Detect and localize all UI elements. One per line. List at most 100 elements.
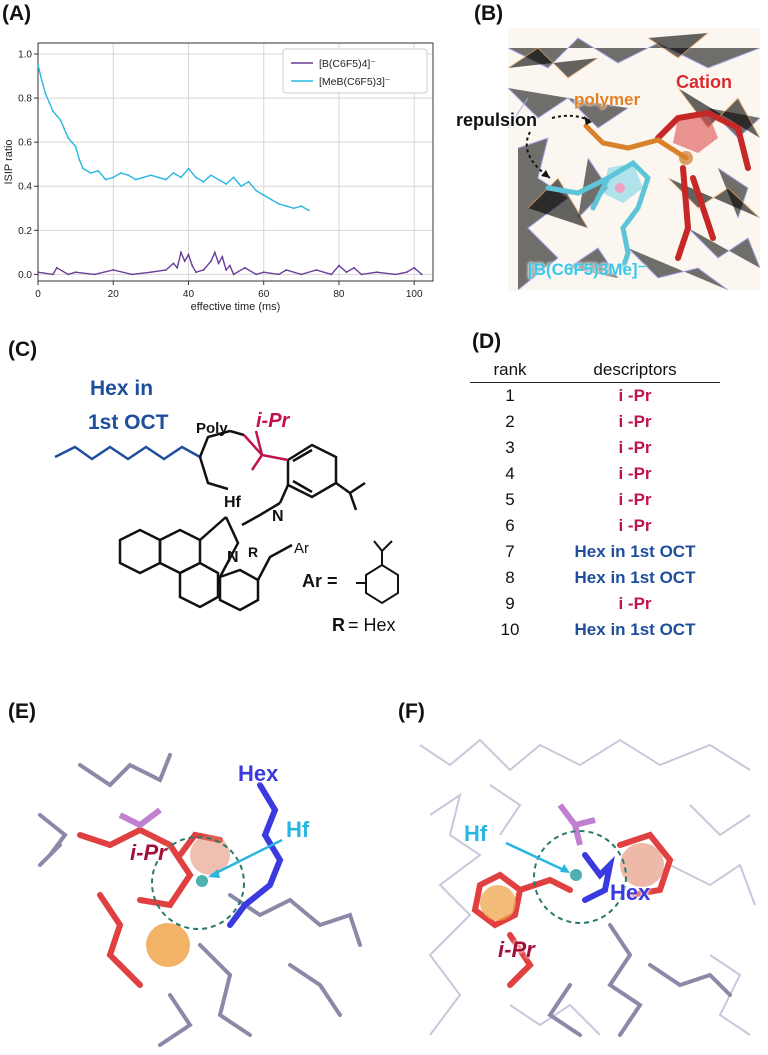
data-point xyxy=(307,209,310,212)
y-axis-label: ISIP ratio xyxy=(3,139,15,184)
x-tick-label: 60 xyxy=(258,289,270,300)
data-point xyxy=(225,269,227,271)
hex-chain xyxy=(54,445,201,461)
rank-cell: 9 xyxy=(505,594,515,613)
anion-label: [B(C6F5)3Me]⁻ xyxy=(528,260,647,279)
cation-molecule xyxy=(655,109,751,261)
ipr-label: i-Pr xyxy=(256,410,291,432)
snapshot-f-drawing xyxy=(419,738,756,1037)
data-point xyxy=(195,271,197,274)
data-point xyxy=(187,253,190,256)
data-point xyxy=(225,183,227,185)
legend-label-1: [B(C6F5)4]⁻ xyxy=(319,58,376,70)
descriptor-cell: i -Pr xyxy=(618,464,652,483)
data-point xyxy=(183,260,186,263)
descriptor-cell: Hex in 1st OCT xyxy=(574,568,696,587)
descriptor-ranking-table: rank descriptors 1 i -Pr 2 i -Pr 3 i -Pr 4 i -P… xyxy=(470,360,720,643)
table-row: 2 i -Pr xyxy=(470,409,720,435)
data-point xyxy=(255,189,258,192)
data-point xyxy=(405,271,408,274)
data-point xyxy=(40,79,43,82)
x-tick-label: 20 xyxy=(108,289,120,300)
panel-label-c: (C) xyxy=(8,338,38,361)
data-point xyxy=(112,176,115,179)
repulsion-arrows xyxy=(525,114,593,179)
table-header: rank descriptors xyxy=(470,360,720,383)
data-point xyxy=(217,262,220,265)
backbone xyxy=(118,429,366,612)
catalyst-structure: Hex in 1st OCT i-Pr Poly Hf N N R Ar Ar … xyxy=(54,377,399,635)
data-point xyxy=(180,251,182,254)
cation-label: Cation xyxy=(676,72,732,92)
data-point xyxy=(70,141,73,144)
data-point xyxy=(142,176,145,179)
plot-frame xyxy=(37,42,434,282)
data-point xyxy=(187,167,190,170)
descriptor-cell: Hex in 1st OCT xyxy=(574,542,696,561)
data-point xyxy=(165,269,167,271)
data-point xyxy=(104,178,107,181)
polymer-label: polymer xyxy=(574,90,641,109)
table-row: 4 i -Pr xyxy=(470,461,720,487)
repulsion-label: repulsion xyxy=(456,110,538,130)
hf-label: Hf xyxy=(224,494,242,511)
data-point xyxy=(394,273,397,276)
y-tick-label: 0.4 xyxy=(18,182,32,193)
anion-molecule xyxy=(545,159,651,271)
data-point xyxy=(292,207,295,210)
poly-label: Poly xyxy=(196,420,228,437)
snapshot-f-image: Hf Hex i-Pr xyxy=(410,725,760,1050)
data-point xyxy=(285,205,288,207)
data-point xyxy=(176,266,179,269)
data-point xyxy=(255,273,258,276)
ipr-label-e: i-Pr xyxy=(130,840,167,865)
data-point xyxy=(330,273,333,276)
legend-label-2: [MeB(C6F5)3]⁻ xyxy=(319,76,391,88)
r-label: R xyxy=(248,544,258,560)
md-snapshot-drawing xyxy=(508,32,760,290)
panel-label-e: (E) xyxy=(8,700,36,723)
data-point xyxy=(172,262,175,265)
data-point xyxy=(48,101,51,104)
rank-cell: 1 xyxy=(505,386,515,405)
table-row: 10 Hex in 1st OCT xyxy=(470,617,720,643)
data-point xyxy=(285,269,288,271)
hf-label-f: Hf xyxy=(464,821,488,846)
data-point xyxy=(191,264,194,267)
ar-definition: Ar = xyxy=(302,571,338,591)
descriptor-cell: Hex in 1st OCT xyxy=(574,620,696,639)
data-point xyxy=(315,269,318,271)
data-point xyxy=(202,180,205,183)
x-tick-label: 100 xyxy=(406,289,423,300)
rank-cell: 3 xyxy=(505,438,515,457)
data-point xyxy=(270,198,273,201)
x-tick-label: 40 xyxy=(183,289,195,300)
y-tick-label: 0.8 xyxy=(18,94,32,105)
legend-box xyxy=(282,48,428,94)
data-point xyxy=(74,271,77,274)
table-body: 1 i -Pr 2 i -Pr 3 i -Pr 4 i -Pr 5 i -Pr 6 i -Pr 7 Hex… xyxy=(470,383,720,643)
panel-label-a: (A) xyxy=(2,2,32,25)
data-point xyxy=(300,205,303,207)
data-point xyxy=(202,269,205,271)
panel-label-b: (B) xyxy=(474,2,504,25)
data-point xyxy=(221,255,224,258)
ar-label: Ar xyxy=(294,540,309,557)
x-tick-label: 80 xyxy=(333,289,345,300)
y-tick-label: 0.6 xyxy=(18,138,32,149)
data-point xyxy=(55,266,58,269)
data-point xyxy=(345,271,348,274)
data-point xyxy=(262,194,265,196)
data-point xyxy=(67,136,69,139)
data-point xyxy=(44,92,47,95)
panel-label-d: (D) xyxy=(472,330,502,353)
data-point xyxy=(353,266,355,269)
data-point xyxy=(63,128,66,130)
data-point xyxy=(52,273,54,276)
snapshot-e-image: Hex Hf i-Pr xyxy=(20,725,380,1050)
rank-cell: 4 xyxy=(505,464,515,483)
series-line-2 xyxy=(37,64,310,212)
rank-cell: 7 xyxy=(505,542,515,561)
data-point xyxy=(180,176,182,179)
table-row: 3 i -Pr xyxy=(470,435,720,461)
